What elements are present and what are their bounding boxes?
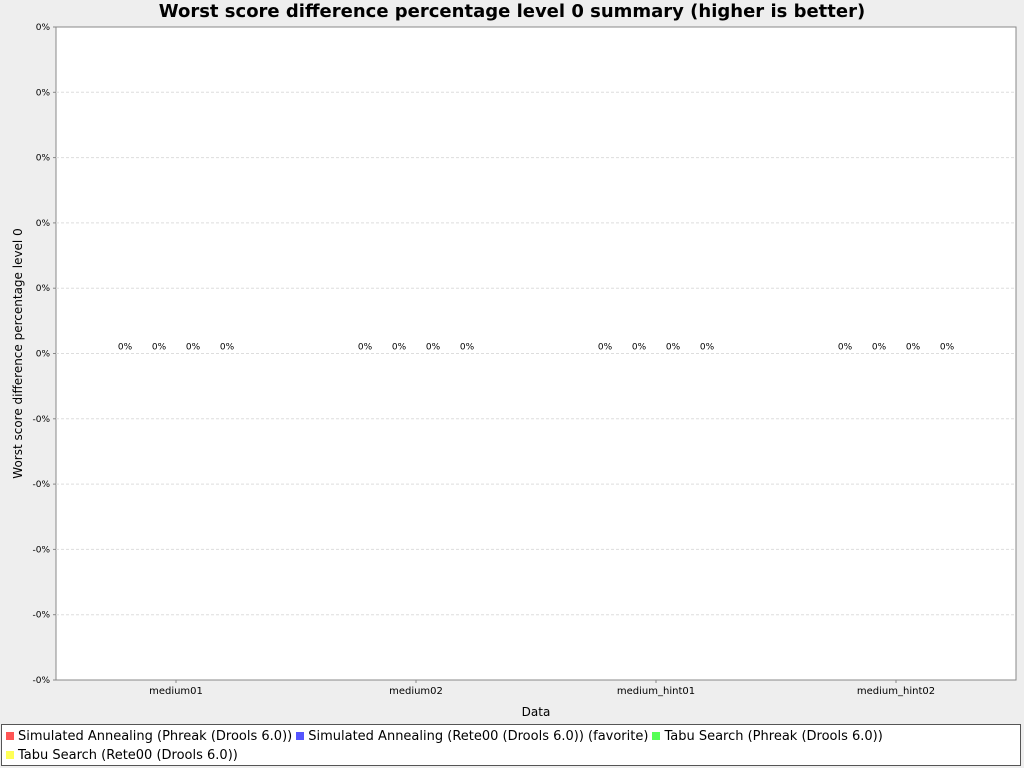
legend: Simulated Annealing (Phreak (Drools 6.0)…	[1, 724, 1021, 766]
legend-swatch	[6, 732, 14, 740]
y-tick-label: 0%	[36, 284, 51, 294]
y-tick-label: -0%	[32, 480, 50, 490]
y-tick-label: -0%	[32, 415, 50, 425]
data-label: 0%	[906, 343, 921, 353]
legend-label: Simulated Annealing (Phreak (Drools 6.0)…	[18, 729, 293, 744]
legend-item: Tabu Search (Phreak (Drools 6.0))	[652, 727, 883, 746]
legend-item: Simulated Annealing (Rete00 (Drools 6.0)…	[296, 727, 648, 746]
data-label: 0%	[358, 343, 373, 353]
plot-area: 0% 0% 0% 0% 0% 0% -0% -0% -0% -0% -0% medium01 0% 0% 0…	[11, 23, 1017, 719]
legend-label: Tabu Search (Phreak (Drools 6.0))	[664, 729, 883, 744]
legend-item: Simulated Annealing (Phreak (Drools 6.0)…	[6, 727, 292, 746]
legend-label: Tabu Search (Rete00 (Drools 6.0))	[18, 748, 238, 763]
data-label: 0%	[632, 343, 647, 353]
y-tick-label: -0%	[32, 611, 50, 621]
legend-swatch	[652, 732, 661, 740]
data-label: 0%	[152, 343, 167, 353]
data-label: 0%	[426, 343, 441, 353]
data-label: 0%	[392, 343, 407, 353]
x-tick-label: medium02	[389, 686, 443, 697]
data-label: 0%	[598, 343, 613, 353]
y-tick-label: 0%	[36, 219, 51, 229]
data-label: 0%	[700, 343, 715, 353]
legend-item: Tabu Search (Rete00 (Drools 6.0))	[6, 746, 238, 765]
x-tick-label: medium_hint02	[857, 686, 935, 697]
data-label: 0%	[220, 343, 235, 353]
chart-title: Worst score difference percentage level …	[158, 1, 866, 22]
data-label: 0%	[460, 343, 475, 353]
x-tick-label: medium_hint01	[617, 686, 695, 697]
data-label: 0%	[940, 343, 955, 353]
data-label: 0%	[872, 343, 887, 353]
y-tick-label: 0%	[36, 88, 51, 98]
legend-label: Simulated Annealing (Rete00 (Drools 6.0)…	[308, 729, 649, 744]
y-tick-label: 0%	[36, 350, 51, 360]
y-tick-label: -0%	[32, 676, 50, 686]
data-label: 0%	[838, 343, 853, 353]
data-label: 0%	[666, 343, 681, 353]
legend-swatch	[296, 732, 305, 740]
y-tick-label: -0%	[32, 545, 50, 555]
legend-swatch	[6, 751, 14, 759]
x-axis-label: Data	[522, 705, 551, 719]
data-label: 0%	[118, 343, 133, 353]
y-tick-label: 0%	[36, 23, 51, 33]
y-axis-label: Worst score difference percentage level …	[11, 228, 25, 478]
x-tick-label: medium01	[149, 686, 203, 697]
data-label: 0%	[186, 343, 201, 353]
y-tick-label: 0%	[36, 154, 51, 164]
